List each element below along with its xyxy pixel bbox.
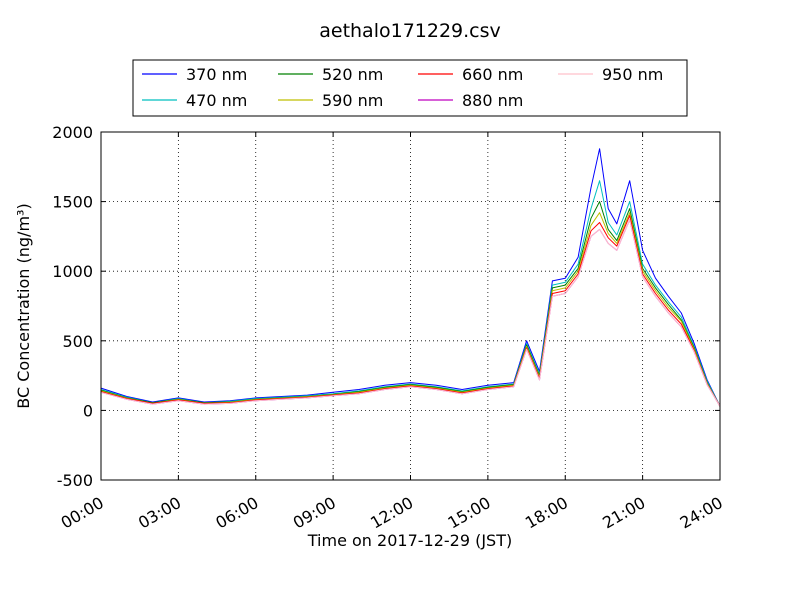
x-tick-labels: 00:00 03:00 06:00 09:00 12:00 15:00 18:00 21:00… <box>58 493 726 533</box>
chart-title: aethalo171229.csv <box>319 20 501 42</box>
y-tick-labels: -500 0 500 1000 1500 2000 <box>52 123 93 490</box>
legend-box <box>132 59 688 117</box>
legend-label: 590 nm <box>322 91 383 110</box>
x-tick-label: 15:00 <box>444 493 493 533</box>
legend-label: 950 nm <box>602 65 663 84</box>
legend-label: 520 nm <box>322 65 383 84</box>
legend-label: 880 nm <box>462 91 523 110</box>
legend: 370 nm 470 nm 520 nm 590 nm 660 nm 880 nm 950 … <box>132 59 688 117</box>
y-tick-label: 500 <box>62 332 93 351</box>
series-lines <box>100 148 721 407</box>
y-tick-label: 1500 <box>52 193 93 212</box>
y-tick-label: 1000 <box>52 262 93 281</box>
x-tick-label: 06:00 <box>212 493 261 533</box>
ticks <box>100 131 721 481</box>
series-line-370-nm <box>100 148 721 407</box>
x-tick-label: 21:00 <box>599 493 648 533</box>
legend-label: 370 nm <box>186 65 247 84</box>
x-tick-label: 12:00 <box>367 493 416 533</box>
plot-area <box>101 132 720 480</box>
x-tick-label: 00:00 <box>58 493 107 533</box>
y-tick-label: 0 <box>83 401 93 420</box>
y-tick-label: -500 <box>57 471 93 490</box>
legend-label: 660 nm <box>462 65 523 84</box>
x-tick-label: 03:00 <box>135 493 184 533</box>
x-tick-label: 24:00 <box>677 493 726 533</box>
x-axis-label: Time on 2017-12-29 (JST) <box>307 531 512 550</box>
x-tick-label: 09:00 <box>290 493 339 533</box>
x-tick-label: 18:00 <box>522 493 571 533</box>
series-line-950-nm <box>100 219 721 407</box>
legend-label: 470 nm <box>186 91 247 110</box>
y-axis-label: BC Concentration (ng/m³) <box>14 203 33 408</box>
y-tick-label: 2000 <box>52 123 93 142</box>
